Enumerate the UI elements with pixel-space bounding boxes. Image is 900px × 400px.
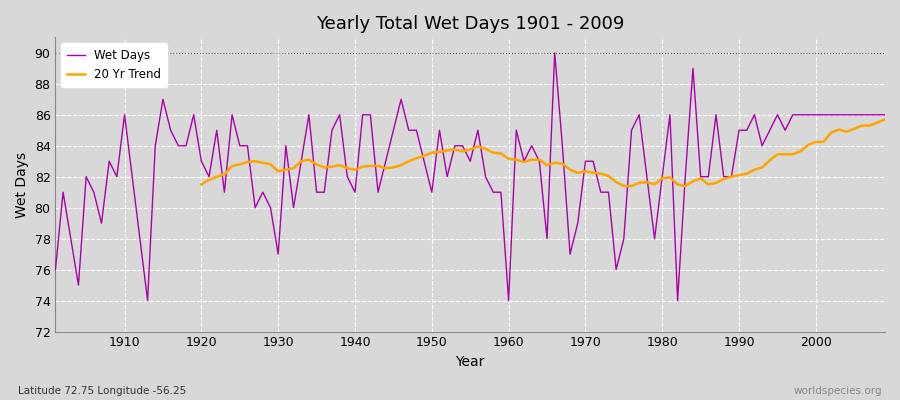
Text: worldspecies.org: worldspecies.org — [794, 386, 882, 396]
20 Yr Trend — [281, 167, 292, 172]
Wet Days — [112, 174, 122, 179]
Wet Days — [50, 267, 61, 272]
Line: Wet Days: Wet Days — [56, 53, 885, 301]
Wet Days — [503, 298, 514, 303]
Text: Latitude 72.75 Longitude -56.25: Latitude 72.75 Longitude -56.25 — [18, 386, 186, 396]
20 Yr Trend — [596, 171, 607, 176]
Wet Days — [879, 112, 890, 117]
Wet Days — [549, 50, 560, 55]
Legend: Wet Days, 20 Yr Trend: Wet Days, 20 Yr Trend — [61, 43, 167, 87]
20 Yr Trend — [503, 156, 514, 161]
Wet Days — [288, 205, 299, 210]
X-axis label: Year: Year — [455, 355, 485, 369]
Wet Days — [511, 128, 522, 133]
Wet Days — [611, 267, 622, 272]
Y-axis label: Wet Days: Wet Days — [15, 151, 29, 218]
Line: 20 Yr Trend: 20 Yr Trend — [202, 120, 885, 186]
Wet Days — [334, 112, 345, 117]
20 Yr Trend — [879, 117, 890, 122]
20 Yr Trend — [327, 164, 338, 169]
20 Yr Trend — [496, 151, 507, 156]
Wet Days — [142, 298, 153, 303]
Title: Yearly Total Wet Days 1901 - 2009: Yearly Total Wet Days 1901 - 2009 — [316, 15, 625, 33]
